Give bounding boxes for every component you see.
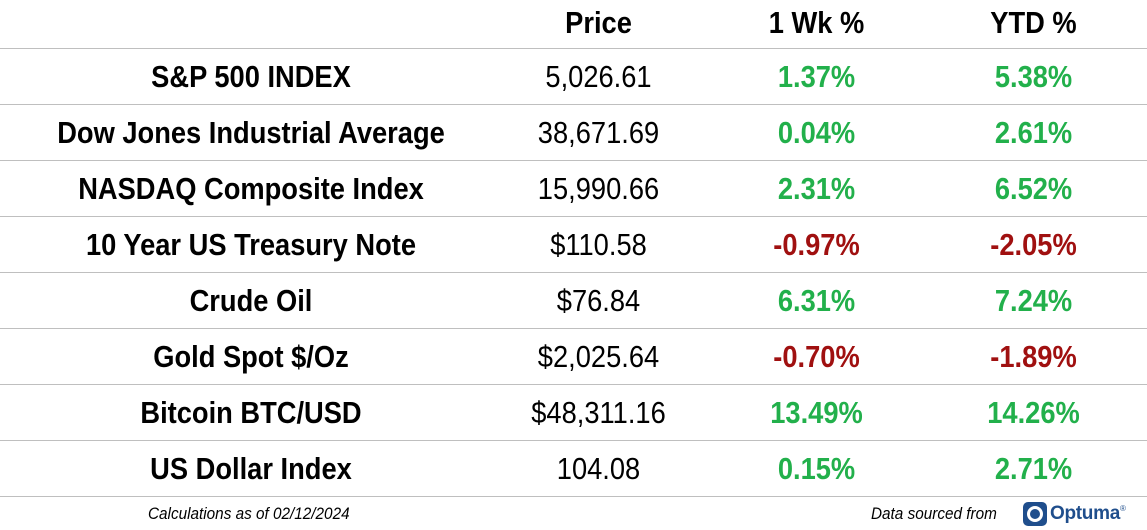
asset-price: 15,990.66 xyxy=(537,171,660,206)
asset-price: $48,311.16 xyxy=(531,395,666,430)
data-source-label: Data sourced from xyxy=(871,504,997,523)
table-row: S&P 500 INDEX 5,026.61 1.37% 5.38% xyxy=(0,48,1147,104)
week-change: -0.70% xyxy=(773,339,860,374)
optuma-logo: Optuma ® xyxy=(1023,501,1126,527)
table-row: Gold Spot $/Oz $2,025.64 -0.70% -1.89% xyxy=(0,328,1147,384)
asset-name: 10 Year US Treasury Note xyxy=(85,227,417,262)
asset-name: US Dollar Index xyxy=(150,451,352,486)
market-table: S&P 500 INDEX 5,026.61 1.37% 5.38% Dow J… xyxy=(0,48,1147,497)
asset-price: $76.84 xyxy=(556,283,641,318)
asset-name: Dow Jones Industrial Average xyxy=(57,115,445,150)
asset-price: 5,026.61 xyxy=(545,59,652,94)
week-change: 6.31% xyxy=(777,283,856,318)
asset-name: S&P 500 INDEX xyxy=(151,59,351,94)
week-change: 13.49% xyxy=(770,395,863,430)
week-change: 2.31% xyxy=(777,171,856,206)
footer: Calculations as of 02/12/2024 Data sourc… xyxy=(0,500,1147,530)
trademark-mark: ® xyxy=(1119,504,1126,513)
header-ytd-change: YTD % xyxy=(990,5,1077,40)
asset-price: $110.58 xyxy=(550,227,647,262)
week-change: 0.15% xyxy=(777,451,856,486)
asset-price: 38,671.69 xyxy=(537,115,660,150)
ytd-change: 5.38% xyxy=(994,59,1073,94)
week-change: -0.97% xyxy=(773,227,860,262)
ytd-change: -1.89% xyxy=(990,339,1077,374)
table-row: 10 Year US Treasury Note $110.58 -0.97% … xyxy=(0,216,1147,272)
table-row: US Dollar Index 104.08 0.15% 2.71% xyxy=(0,440,1147,497)
table-row: Bitcoin BTC/USD $48,311.16 13.49% 14.26% xyxy=(0,384,1147,440)
table-row: Dow Jones Industrial Average 38,671.69 0… xyxy=(0,104,1147,160)
header-week-change: 1 Wk % xyxy=(768,5,865,40)
header-price: Price xyxy=(565,5,632,40)
ytd-change: 7.24% xyxy=(994,283,1073,318)
ytd-change: 14.26% xyxy=(987,395,1080,430)
ytd-change: 6.52% xyxy=(994,171,1073,206)
asset-name: NASDAQ Composite Index xyxy=(78,171,424,206)
optuma-logo-text: Optuma xyxy=(1050,503,1120,524)
table-row: NASDAQ Composite Index 15,990.66 2.31% 6… xyxy=(0,160,1147,216)
asset-name: Gold Spot $/Oz xyxy=(153,339,349,374)
asset-name: Crude Oil xyxy=(189,283,313,318)
ytd-change: 2.61% xyxy=(994,115,1073,150)
asset-price: $2,025.64 xyxy=(537,339,660,374)
week-change: 0.04% xyxy=(777,115,856,150)
week-change: 1.37% xyxy=(777,59,856,94)
ytd-change: 2.71% xyxy=(994,451,1073,486)
table-row: Crude Oil $76.84 6.31% 7.24% xyxy=(0,272,1147,328)
optuma-logo-icon xyxy=(1023,502,1047,526)
table-header: Price 1 Wk % YTD % xyxy=(0,0,1147,48)
ytd-change: -2.05% xyxy=(990,227,1077,262)
asset-name: Bitcoin BTC/USD xyxy=(140,395,362,430)
calculation-date-note: Calculations as of 02/12/2024 xyxy=(148,504,350,523)
asset-price: 104.08 xyxy=(556,451,641,486)
